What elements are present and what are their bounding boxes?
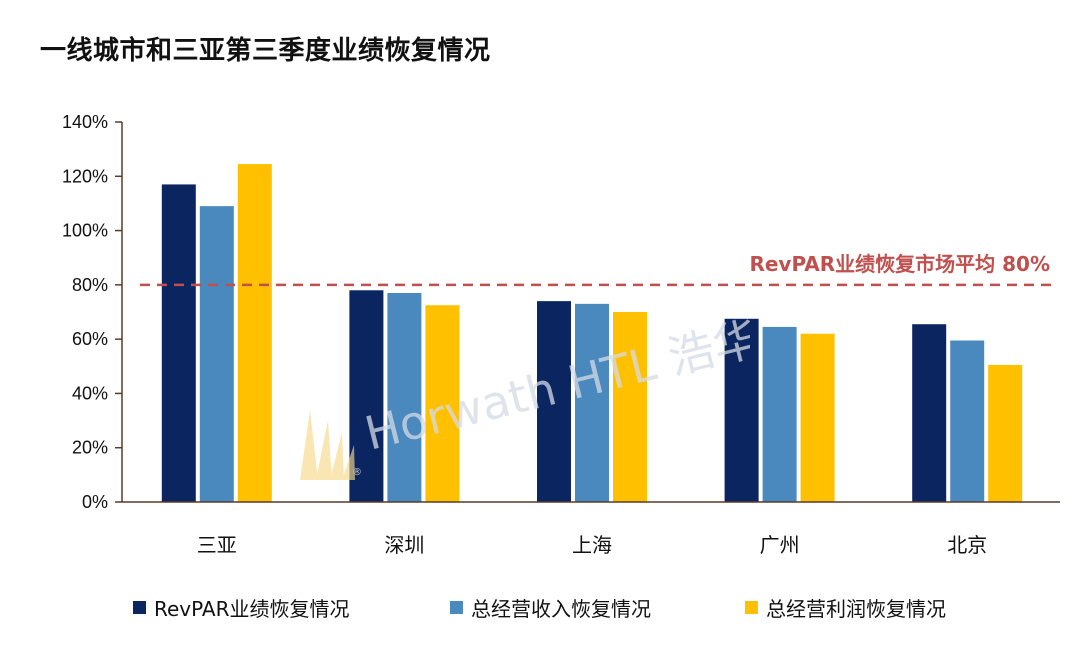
bar: [537, 301, 571, 502]
y-tick-label: 140%: [62, 112, 108, 132]
bar: [349, 290, 384, 502]
legend-item-revenue: 总经营收入恢复情况: [450, 592, 651, 622]
y-tick-label: 20%: [72, 438, 108, 458]
x-category-label: 北京: [947, 533, 987, 557]
bars: [161, 164, 1023, 503]
x-category-label: 上海: [572, 533, 612, 557]
chart-title: 一线城市和三亚第三季度业绩恢复情况: [40, 36, 491, 66]
y-tick-label: 60%: [72, 329, 108, 349]
y-tick-label: 40%: [72, 383, 108, 403]
legend-swatch-profit: [745, 600, 758, 614]
x-category-label: 广州: [760, 533, 800, 557]
bar: [724, 318, 759, 502]
y-tick-label: 0%: [82, 492, 108, 512]
bar: [161, 184, 196, 502]
y-axis-ticks: 0% 20% 40% 60% 80% 100% 120% 140%: [62, 112, 122, 512]
legend-item-profit: 总经营利润恢复情况: [745, 592, 946, 622]
x-category-label: 三亚: [197, 533, 237, 557]
bar: [762, 326, 797, 502]
reference-line-label: RevPAR业绩恢复市场平均 80%: [749, 252, 1050, 276]
legend: RevPAR业绩恢复情况 总经营收入恢复情况 总经营利润恢复情况: [0, 592, 1080, 622]
bar: [387, 293, 422, 502]
bar: [613, 312, 647, 502]
legend-label-revpar: RevPAR业绩恢复情况: [154, 596, 350, 621]
y-tick-label: 80%: [72, 275, 108, 295]
legend-swatch-revpar: [133, 600, 146, 614]
bar: [988, 364, 1023, 502]
bar: [912, 324, 947, 502]
y-tick-label: 120%: [62, 166, 108, 186]
x-category-label: 深圳: [384, 533, 424, 557]
bar: [199, 206, 234, 502]
bar: [575, 303, 609, 502]
bar: [425, 305, 460, 502]
bar: [237, 164, 272, 503]
legend-item-revpar: RevPAR业绩恢复情况: [133, 592, 350, 622]
legend-swatch-revenue: [450, 600, 463, 614]
x-axis-categories: 三亚 深圳 上海 广州 北京: [197, 533, 987, 557]
y-tick-label: 100%: [62, 221, 108, 241]
bar: [800, 333, 835, 502]
legend-label-profit: 总经营利润恢复情况: [766, 596, 946, 621]
legend-label-revenue: 总经营收入恢复情况: [471, 596, 651, 621]
bar: [950, 340, 985, 502]
